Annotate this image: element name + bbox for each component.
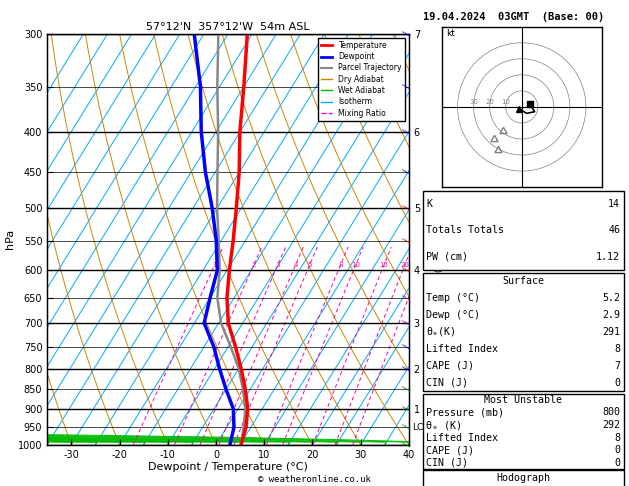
Text: 1.12: 1.12	[596, 252, 620, 261]
Text: 19.04.2024  03GMT  (Base: 00): 19.04.2024 03GMT (Base: 00)	[423, 12, 604, 22]
Text: Hodograph: Hodograph	[496, 473, 550, 483]
Text: CIN (J): CIN (J)	[426, 378, 469, 388]
Y-axis label: km
ASL: km ASL	[423, 230, 444, 248]
Text: 14: 14	[608, 199, 620, 209]
Text: 800: 800	[602, 407, 620, 417]
Text: CAPE (J): CAPE (J)	[426, 445, 474, 455]
Text: θₑ (K): θₑ (K)	[426, 420, 462, 430]
Text: \: \	[403, 266, 412, 275]
Text: \: \	[403, 422, 412, 432]
Text: θₑ(K): θₑ(K)	[426, 327, 457, 337]
Text: \: \	[403, 204, 412, 213]
Text: 2.9: 2.9	[602, 310, 620, 320]
X-axis label: Dewpoint / Temperature (°C): Dewpoint / Temperature (°C)	[148, 462, 308, 472]
Text: 8: 8	[614, 433, 620, 443]
Text: 0: 0	[614, 458, 620, 468]
Text: kt: kt	[447, 29, 455, 38]
Text: 5.2: 5.2	[602, 293, 620, 303]
Text: LCL: LCL	[413, 423, 429, 432]
Text: 291: 291	[602, 327, 620, 337]
Text: \: \	[403, 318, 412, 328]
Text: 25: 25	[417, 262, 426, 268]
Text: 30: 30	[469, 99, 478, 104]
Text: K: K	[426, 199, 433, 209]
Title: 57°12'N  357°12'W  54m ASL: 57°12'N 357°12'W 54m ASL	[146, 22, 310, 32]
Text: 15: 15	[380, 262, 389, 268]
Text: 7: 7	[614, 361, 620, 371]
Text: Mixing Ratio (g/kg): Mixing Ratio (g/kg)	[435, 246, 444, 331]
Text: 1: 1	[213, 262, 217, 268]
Legend: Temperature, Dewpoint, Parcel Trajectory, Dry Adiabat, Wet Adiabat, Isotherm, Mi: Temperature, Dewpoint, Parcel Trajectory…	[318, 38, 405, 121]
Text: Lifted Index: Lifted Index	[426, 344, 498, 354]
Text: \: \	[403, 293, 412, 302]
Text: Pressure (mb): Pressure (mb)	[426, 407, 504, 417]
Text: 4: 4	[294, 262, 298, 268]
Text: Surface: Surface	[503, 276, 544, 286]
Text: \: \	[403, 236, 412, 245]
Text: \: \	[403, 440, 412, 450]
Text: 2: 2	[252, 262, 256, 268]
Text: Most Unstable: Most Unstable	[484, 395, 562, 405]
Text: 46: 46	[608, 226, 620, 235]
Text: © weatheronline.co.uk: © weatheronline.co.uk	[258, 474, 371, 484]
Text: 3: 3	[276, 262, 280, 268]
Text: Totals Totals: Totals Totals	[426, 226, 504, 235]
Text: \: \	[403, 29, 412, 39]
Text: Lifted Index: Lifted Index	[426, 433, 498, 443]
Text: \: \	[403, 127, 412, 137]
Text: CAPE (J): CAPE (J)	[426, 361, 474, 371]
Text: 292: 292	[602, 420, 620, 430]
Text: \: \	[403, 168, 412, 177]
Text: 10: 10	[351, 262, 360, 268]
Text: CIN (J): CIN (J)	[426, 458, 469, 468]
Text: 0: 0	[614, 378, 620, 388]
Text: 8: 8	[338, 262, 343, 268]
Text: 8: 8	[614, 344, 620, 354]
Text: 5: 5	[308, 262, 312, 268]
Text: 0: 0	[614, 445, 620, 455]
Text: Temp (°C): Temp (°C)	[426, 293, 481, 303]
Y-axis label: hPa: hPa	[5, 229, 15, 249]
Text: 20: 20	[401, 262, 409, 268]
Text: \: \	[403, 364, 412, 373]
Text: 10: 10	[501, 99, 510, 104]
Text: \: \	[403, 384, 412, 394]
Text: \: \	[403, 404, 412, 414]
Text: \: \	[403, 342, 412, 351]
Text: PW (cm): PW (cm)	[426, 252, 469, 261]
Text: \: \	[403, 82, 412, 91]
Text: 20: 20	[485, 99, 494, 104]
Text: Dewp (°C): Dewp (°C)	[426, 310, 481, 320]
